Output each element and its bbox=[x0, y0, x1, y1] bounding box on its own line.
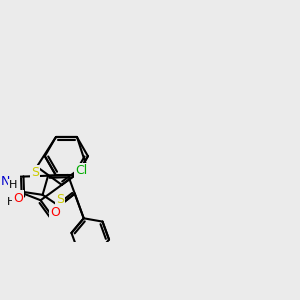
Text: H: H bbox=[7, 197, 15, 207]
Text: O: O bbox=[13, 192, 23, 205]
Text: O: O bbox=[50, 206, 60, 219]
Text: Cl: Cl bbox=[75, 164, 88, 177]
Text: N: N bbox=[14, 190, 23, 204]
Text: N: N bbox=[0, 176, 10, 188]
Text: H: H bbox=[9, 180, 17, 190]
Text: S: S bbox=[31, 166, 39, 179]
Text: S: S bbox=[56, 193, 64, 206]
